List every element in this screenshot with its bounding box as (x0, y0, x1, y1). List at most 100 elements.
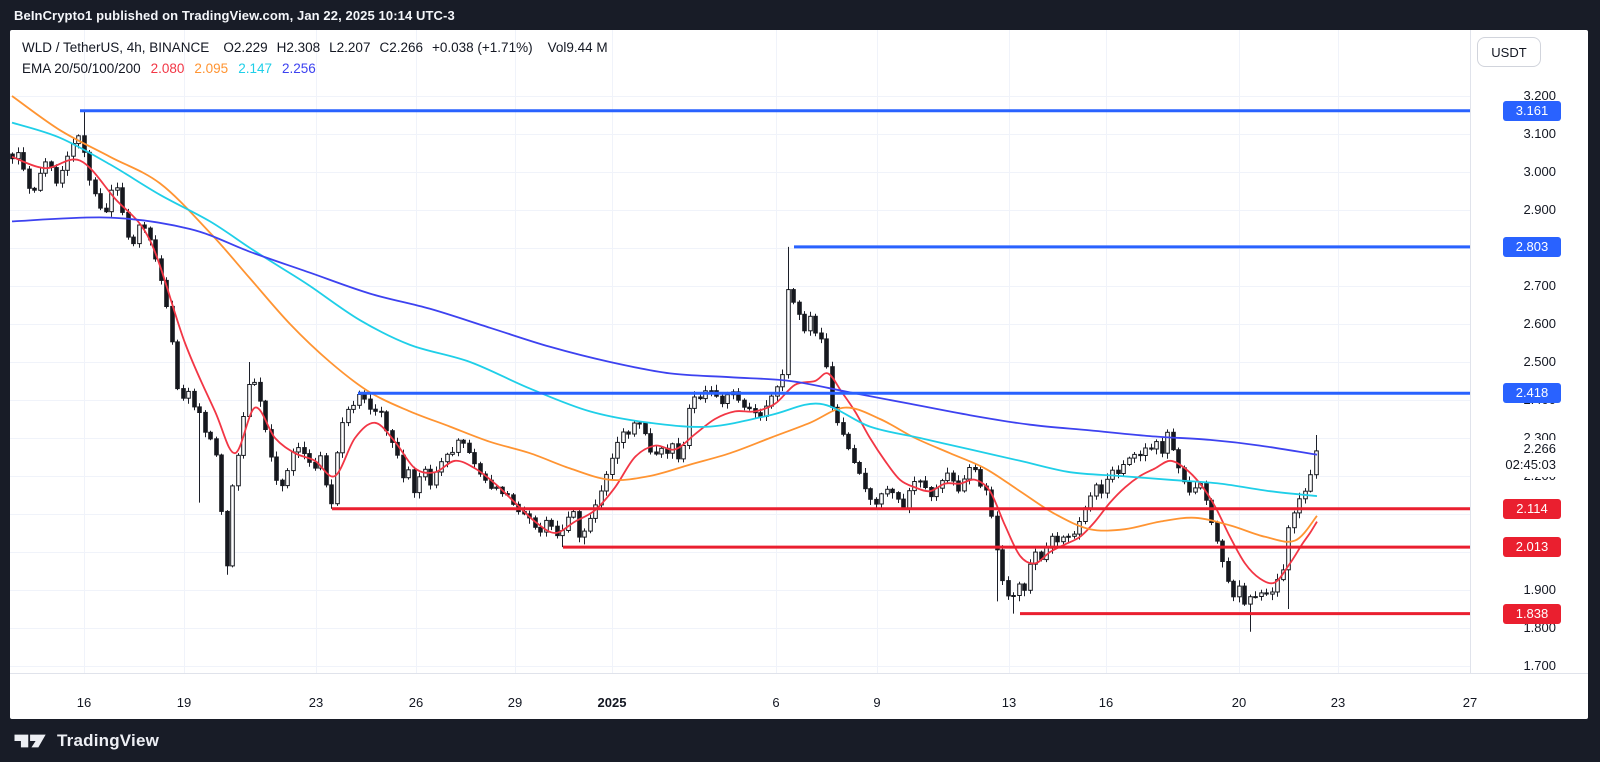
candle (175, 341, 180, 390)
ema-line (11, 121, 1318, 497)
tradingview-wordmark: TradingView (57, 730, 160, 750)
ema-label[interactable]: EMA 20/50/100/200 (22, 61, 141, 76)
candle (280, 479, 285, 487)
candle (978, 469, 983, 487)
time-axis[interactable]: 16 19 23 26 29 2025 6 9 13 16 20 23 27 (10, 674, 1588, 719)
level-price-label: 2.114 (1503, 498, 1561, 519)
date-tick: 23 (1330, 695, 1346, 710)
candle (1253, 596, 1258, 599)
candle (615, 441, 620, 459)
ema-line (11, 95, 1318, 543)
price-tick: 3.200 (1523, 88, 1556, 103)
footer-bar: TradingView (0, 719, 1600, 762)
candle (846, 433, 851, 450)
candle (1138, 453, 1143, 457)
candle (1017, 583, 1022, 596)
candle (54, 167, 59, 184)
candle (879, 493, 884, 505)
candle (632, 422, 637, 435)
date-tick: 2025 (597, 695, 627, 710)
candle (725, 394, 730, 405)
candle (1154, 441, 1159, 450)
candle (544, 519, 549, 533)
date-tick: 16 (1098, 695, 1114, 710)
candle (709, 390, 714, 393)
candle (120, 187, 125, 213)
candle (742, 399, 747, 408)
date-tick: 16 (76, 695, 92, 710)
ema-value: 2.080 (150, 61, 185, 76)
currency-toggle-button[interactable]: USDT (1477, 37, 1541, 67)
candle (797, 301, 802, 315)
candle (571, 511, 576, 518)
candle (1121, 464, 1126, 474)
ema-legend: EMA 20/50/100/200 2.080 2.095 2.147 2.256 (22, 61, 316, 76)
candle (274, 456, 279, 481)
ohlc-close: C2.266 (379, 40, 423, 55)
candle (1132, 453, 1137, 459)
chart-panel: WLD / TetherUS, 4h, BINANCE O2.229 H2.308 L… (10, 30, 1588, 719)
candle (989, 489, 994, 517)
candle (841, 422, 846, 435)
candle (38, 172, 43, 191)
ema-values: 2.080 2.095 2.147 2.256 (141, 61, 316, 76)
candle (681, 445, 686, 460)
candle (109, 189, 114, 213)
candle (747, 406, 752, 410)
price-tick: 2.500 (1523, 354, 1556, 369)
candle (758, 412, 763, 417)
candle (868, 488, 873, 500)
candle (313, 461, 318, 469)
candle (1022, 583, 1027, 591)
ema-value: 2.095 (194, 61, 229, 76)
candle (461, 439, 466, 444)
candle (995, 515, 1000, 551)
level-price-label: 3.161 (1503, 100, 1561, 121)
candle (296, 447, 301, 453)
candle (566, 516, 571, 532)
volume-value: Vol9.44 M (547, 40, 608, 55)
candle (1094, 484, 1099, 497)
candle (577, 511, 582, 538)
candle (27, 168, 32, 189)
tradingview-logo-link[interactable]: TradingView (14, 730, 159, 752)
candle (115, 187, 120, 191)
candle (126, 211, 131, 238)
candle (428, 468, 433, 486)
candle (885, 488, 890, 495)
candle (956, 480, 961, 492)
candle (340, 422, 345, 454)
candle (1297, 498, 1302, 514)
candle (538, 526, 543, 533)
candle (131, 236, 136, 245)
symbol-title[interactable]: WLD / TetherUS, 4h, BINANCE (22, 40, 210, 55)
price-axis[interactable]: 3.2003.1003.0002.9002.8002.7002.6002.500… (1471, 30, 1588, 673)
candle (225, 510, 230, 567)
candle (1006, 580, 1011, 597)
candle (874, 498, 879, 505)
candle (1143, 447, 1148, 456)
candle (962, 478, 967, 492)
candle (335, 452, 340, 505)
candle (445, 453, 450, 463)
candle (1028, 563, 1033, 591)
level-price-label: 2.803 (1503, 236, 1561, 257)
candle (65, 155, 70, 171)
current-price-label: 2.266 (1523, 440, 1556, 456)
candle (1248, 596, 1253, 605)
candle (379, 410, 384, 413)
candle (1072, 533, 1077, 537)
candle (401, 454, 406, 479)
candle (412, 469, 417, 494)
candle (1215, 521, 1220, 542)
ema-value: 2.147 (238, 61, 272, 76)
candle (60, 169, 65, 184)
price-tick: 3.000 (1523, 164, 1556, 179)
candle (32, 187, 37, 191)
candle (676, 443, 681, 460)
ema-line (11, 216, 1318, 456)
plot-area[interactable] (10, 30, 1470, 673)
attribution-text: BeInCrypto1 published on TradingView.com… (14, 7, 455, 23)
candle (549, 519, 554, 527)
candle (104, 207, 109, 213)
